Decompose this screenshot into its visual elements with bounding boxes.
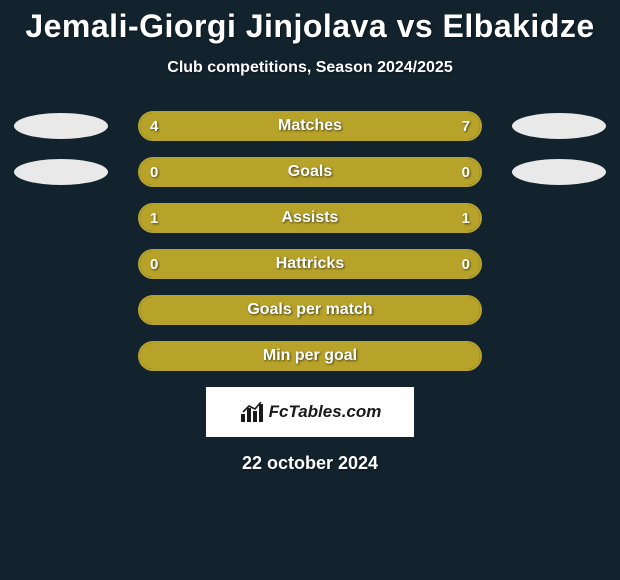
subtitle: Club competitions, Season 2024/2025 <box>0 59 620 77</box>
comparison-row: Goals per match <box>0 295 620 325</box>
bar-track: Goals per match <box>138 295 482 325</box>
bar-track: Min per goal <box>138 341 482 371</box>
bar-track: Hattricks00 <box>138 249 482 279</box>
chart-icon <box>239 402 265 422</box>
bar-fill-left <box>140 251 310 277</box>
comparison-chart: Matches47 Goals00 Assists11 Hattricks00 Goal… <box>0 111 620 371</box>
branding-text: FcTables.com <box>269 402 382 422</box>
bar-fill-left <box>140 343 480 369</box>
date-label: 22 october 2024 <box>0 453 620 474</box>
bar-track: Matches47 <box>138 111 482 141</box>
branding-badge: FcTables.com <box>206 387 414 437</box>
comparison-row: Matches47 <box>0 111 620 141</box>
bar-track: Goals00 <box>138 157 482 187</box>
player-avatar-right <box>512 159 606 185</box>
comparison-row: Assists11 <box>0 203 620 233</box>
bar-fill-left <box>140 297 480 323</box>
bar-fill-right <box>310 251 480 277</box>
bar-fill-left <box>140 159 310 185</box>
bar-fill-left <box>140 205 310 231</box>
comparison-row: Min per goal <box>0 341 620 371</box>
player-avatar-left <box>14 159 108 185</box>
comparison-row: Goals00 <box>0 157 620 187</box>
player-avatar-left <box>14 113 108 139</box>
bar-fill-left <box>140 113 264 139</box>
page-title: Jemali-Giorgi Jinjolava vs Elbakidze <box>0 0 620 45</box>
player-avatar-right <box>512 113 606 139</box>
comparison-row: Hattricks00 <box>0 249 620 279</box>
bar-track: Assists11 <box>138 203 482 233</box>
bar-fill-right <box>310 159 480 185</box>
bar-fill-right <box>264 113 480 139</box>
bar-fill-right <box>310 205 480 231</box>
